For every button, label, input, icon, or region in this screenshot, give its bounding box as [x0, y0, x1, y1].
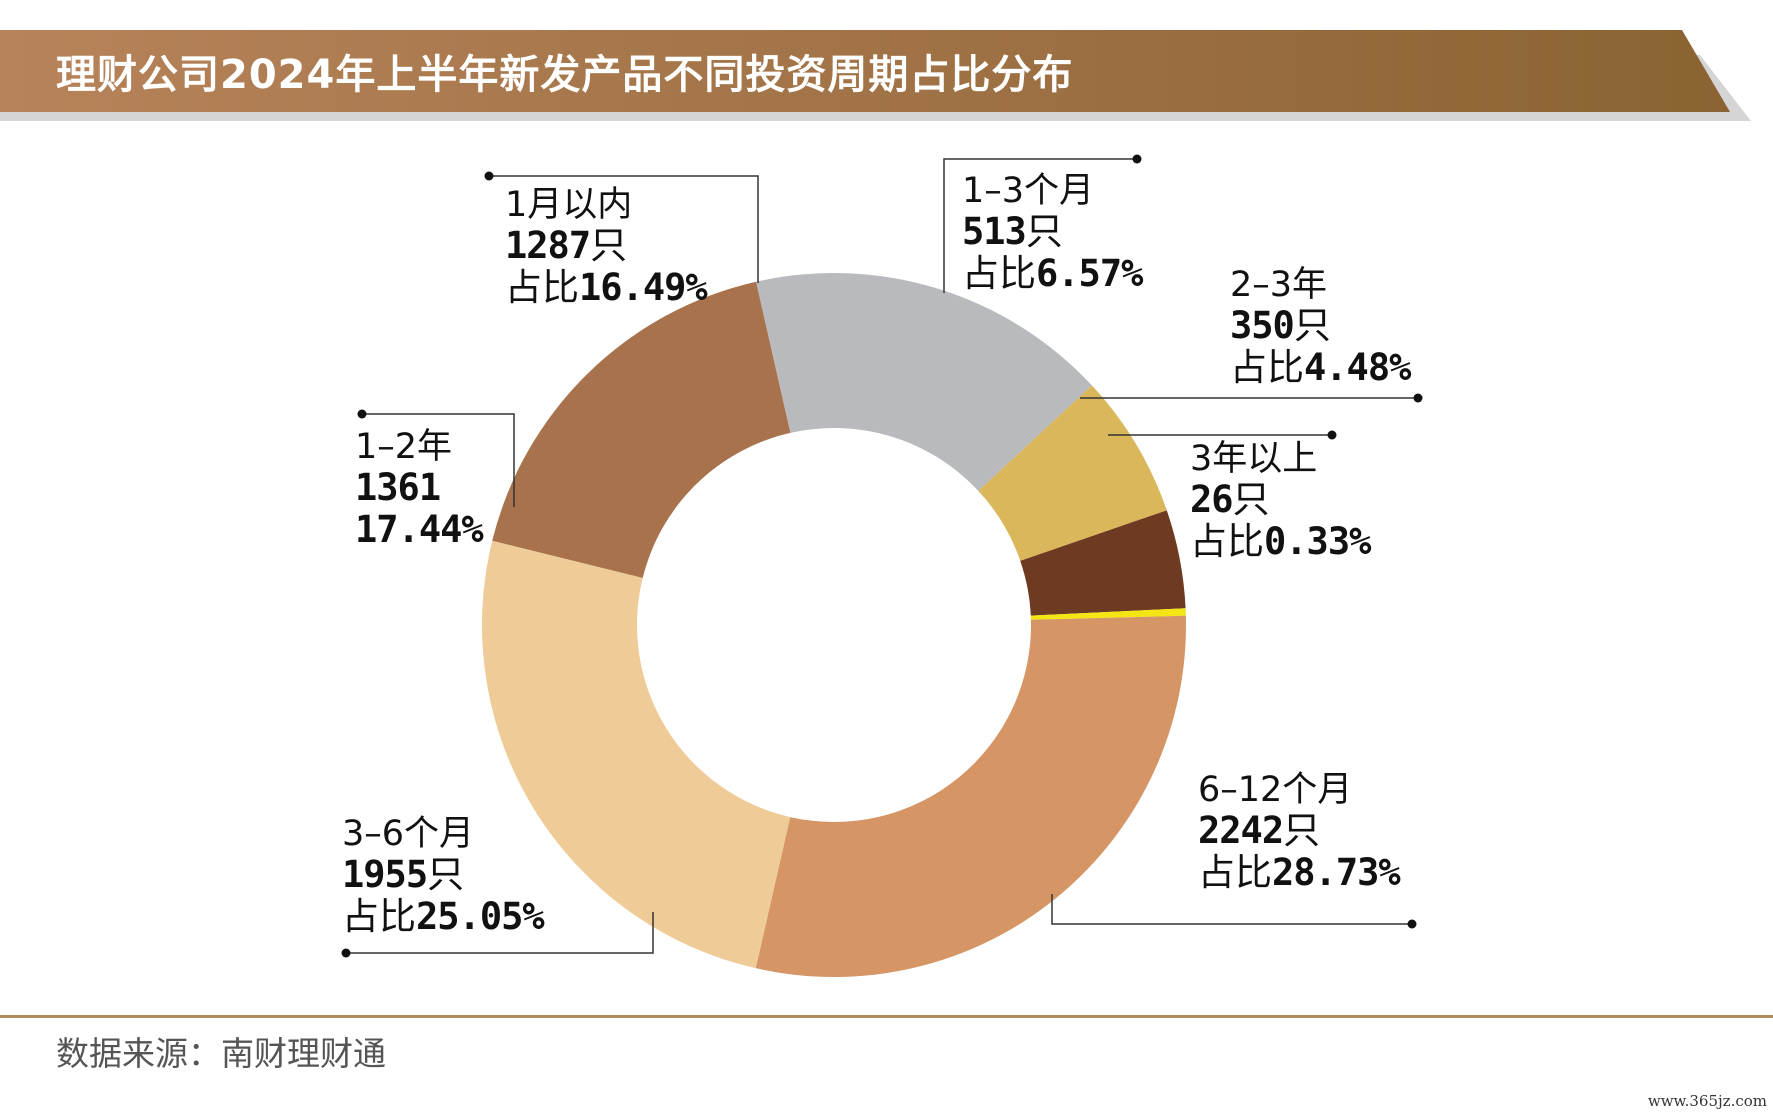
donut-slice-5 [482, 540, 791, 969]
label-count: 1955 [342, 853, 428, 897]
label-name: 2–3年 [1230, 265, 1328, 305]
donut-slices [482, 273, 1186, 977]
footer-divider [0, 1015, 1773, 1018]
label-percent: 25.05% [416, 894, 545, 938]
donut-slice-2 [1020, 510, 1186, 616]
donut-slice-0 [756, 273, 1092, 491]
leader-dot-1 [1132, 154, 1142, 164]
label-unit: 只 [590, 224, 628, 268]
label-name: 1–3个月 [962, 171, 1095, 211]
label-pct-prefix: 占比 [1198, 850, 1272, 894]
label-percent: 16.49% [579, 265, 708, 309]
leader-dot-3 [1327, 430, 1337, 440]
label-count: 26 [1190, 478, 1234, 522]
donut-slice-6 [492, 281, 791, 578]
label-name: 6–12个月 [1198, 770, 1353, 810]
label-pct-prefix: 占比 [1190, 519, 1264, 563]
leader-line-6 [362, 413, 515, 507]
label-name: 1月以内 [505, 185, 633, 225]
label-count: 1361 [355, 466, 441, 510]
donut-slice-1 [978, 385, 1167, 561]
label-count: 1287 [505, 224, 591, 268]
donut-slice-3 [1030, 608, 1186, 620]
leader-dot-6 [357, 409, 367, 419]
banner-bar [0, 30, 1730, 112]
label-pct-prefix: 占比 [505, 265, 579, 309]
label-name: 3–6个月 [342, 814, 475, 854]
title-banner [0, 30, 1751, 121]
label-percent: 28.73% [1272, 850, 1401, 894]
label-percent: 4.48% [1304, 345, 1411, 389]
label-percent: 17.44% [355, 507, 484, 551]
label-count: 513 [962, 210, 1027, 254]
label-percent: 6.57% [1036, 251, 1143, 295]
label-count: 350 [1230, 304, 1295, 348]
label-2-3-years: 2–3年 350只 占比4.48% [1230, 265, 1411, 389]
label-pct-prefix: 占比 [1230, 345, 1304, 389]
label-over-3-years: 3年以上 26只 占比0.33% [1190, 439, 1371, 563]
leader-line-0 [489, 175, 759, 283]
chart-title: 理财公司2024年上半年新发产品不同投资周期占比分布 [56, 52, 1074, 98]
leader-line-4 [1051, 894, 1412, 925]
label-name: 1–2年 [355, 427, 453, 467]
label-unit: 只 [427, 853, 465, 897]
label-unit: 只 [1025, 210, 1063, 254]
leader-dot-2 [1413, 393, 1423, 403]
leader-dot-4 [1407, 919, 1417, 929]
label-percent: 0.33% [1264, 519, 1371, 563]
donut-slice-4 [755, 615, 1186, 977]
label-name: 3年以上 [1190, 439, 1318, 479]
label-pct-prefix: 占比 [342, 894, 416, 938]
label-pct-prefix: 占比 [962, 251, 1036, 295]
label-6-12-months: 6–12个月 2242只 占比28.73% [1198, 770, 1401, 894]
label-unit: 只 [1283, 809, 1321, 853]
label-count: 2242 [1198, 809, 1284, 853]
leader-line-5 [346, 912, 654, 954]
label-1-2-years: 1–2年 1361 17.44% [355, 427, 484, 551]
label-1-month: 1月以内 1287只 占比16.49% [505, 185, 708, 309]
watermark: www.365jz.com [1647, 1092, 1767, 1110]
label-1-3-months: 1–3个月 513只 占比6.57% [962, 171, 1143, 295]
label-3-6-months: 3–6个月 1955只 占比25.05% [342, 814, 545, 938]
leader-lines [341, 154, 1423, 958]
label-unit: 只 [1293, 304, 1331, 348]
source-note: 数据来源：南财理财通 [56, 1034, 386, 1073]
leader-dot-0 [484, 171, 494, 181]
label-unit: 只 [1232, 478, 1270, 522]
leader-dot-5 [341, 948, 351, 958]
leader-line-1 [943, 158, 1137, 293]
